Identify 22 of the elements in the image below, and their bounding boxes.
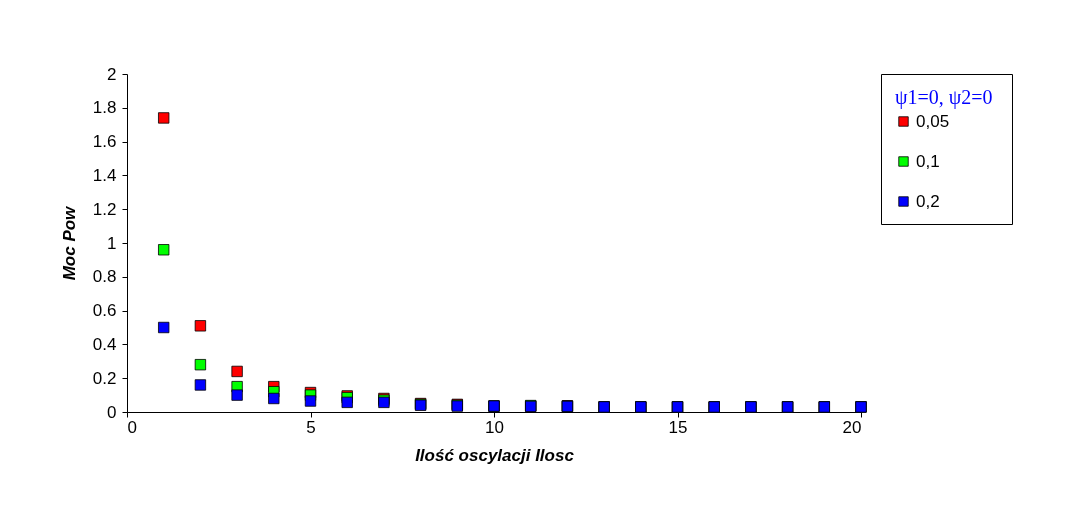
- y-tick-label: 0.6: [92, 301, 117, 321]
- x-axis-title: Ilość oscylacji Ilosc: [415, 445, 575, 465]
- y-tick-label: 0.2: [92, 368, 117, 388]
- legend-label: 0,2: [916, 191, 940, 211]
- x-tick-label: 20: [842, 417, 862, 437]
- y-tick-label: 1: [107, 233, 117, 253]
- x-tick-label: 5: [306, 417, 316, 437]
- y-tick-label: 1.2: [92, 199, 117, 219]
- x-tick-label: 15: [668, 417, 688, 437]
- y-tick-label: 2: [107, 64, 117, 84]
- legend-title: ψ1=0, ψ2=0: [895, 86, 993, 109]
- legend-label: 0,1: [916, 151, 940, 171]
- y-tick-label: 1.8: [92, 98, 117, 118]
- y-tick-label: 0.8: [92, 267, 117, 287]
- y-tick-label: 1.4: [92, 165, 117, 185]
- y-tick-label: 1.6: [92, 132, 117, 152]
- x-tick-label: 0: [127, 417, 137, 437]
- legend-label: 0,05: [916, 111, 950, 131]
- x-tick-label: 10: [485, 417, 504, 437]
- y-tick-label: 0.4: [92, 334, 117, 354]
- y-axis-title: Moc Pow: [59, 204, 79, 281]
- y-tick-label: 0: [107, 402, 117, 422]
